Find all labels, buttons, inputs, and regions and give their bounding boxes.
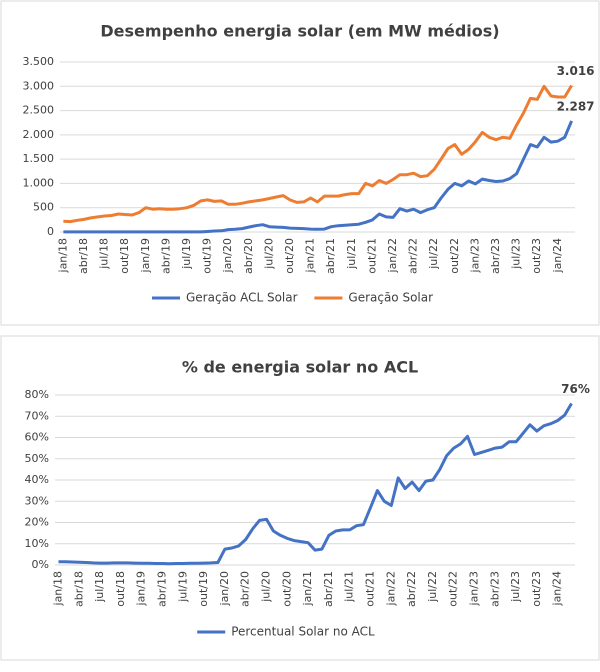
x-tick-label: out/21 <box>365 238 378 274</box>
x-tick-label: abr/23 <box>488 571 501 607</box>
x-tick-label: jan/20 <box>218 571 231 606</box>
x-tick-label: jan/19 <box>135 571 148 606</box>
series-line <box>58 402 573 566</box>
series-line <box>63 84 573 224</box>
y-tick-label: 80% <box>25 388 49 401</box>
x-tick-label: jul/19 <box>180 238 193 270</box>
panel <box>0 0 600 326</box>
x-tick-label: jan/19 <box>139 238 152 273</box>
x-tick-label: jul/22 <box>427 238 440 270</box>
x-tick-label: jul/22 <box>426 571 439 603</box>
x-tick-label: jan/22 <box>386 238 399 273</box>
x-tick-label: out/22 <box>448 238 461 274</box>
x-tick-label: out/20 <box>283 238 296 274</box>
x-tick-label: jul/20 <box>259 571 272 603</box>
y-tick-label: 500 <box>33 201 54 214</box>
y-tick-label: 40% <box>25 473 49 486</box>
x-tick-label: abr/22 <box>407 238 420 274</box>
y-tick-label: 60% <box>25 431 49 444</box>
x-tick-label: jan/18 <box>56 238 69 273</box>
y-tick-label: 0 <box>47 225 54 238</box>
y-tick-label: 10% <box>25 537 49 550</box>
x-tick-label: out/18 <box>118 238 131 274</box>
x-tick-label: jan/18 <box>51 571 64 606</box>
x-tick-label: jul/23 <box>510 238 523 270</box>
x-tick-label: out/18 <box>114 571 127 607</box>
x-tick-label: out/19 <box>197 571 210 607</box>
y-tick-label: 70% <box>25 409 49 422</box>
chart-title: % de energia solar no ACL <box>182 358 418 377</box>
y-tick-label: 2.500 <box>23 104 55 117</box>
x-tick-label: jul/21 <box>345 238 358 270</box>
x-tick-label: abr/20 <box>239 571 252 607</box>
chart-title: Desempenho energia solar (em MW médios) <box>100 22 499 41</box>
y-tick-label: 30% <box>25 494 49 507</box>
y-tick-label: 1.000 <box>23 176 55 189</box>
x-tick-label: out/20 <box>280 571 293 607</box>
data-label: 3.016 <box>557 64 595 78</box>
x-tick-label: abr/21 <box>322 571 335 607</box>
x-tick-label: out/19 <box>201 238 214 274</box>
data-label: 76% <box>561 382 590 396</box>
y-tick-label: 50% <box>25 452 49 465</box>
y-tick-label: 1.500 <box>23 152 55 165</box>
x-tick-label: abr/21 <box>324 238 337 274</box>
x-tick-label: out/22 <box>447 571 460 607</box>
series-line <box>63 120 573 234</box>
y-tick-label: 0% <box>32 558 49 571</box>
x-tick-label: abr/18 <box>77 238 90 274</box>
x-tick-label: abr/18 <box>72 571 85 607</box>
x-tick-label: jul/19 <box>176 571 189 603</box>
x-tick-label: jan/23 <box>467 571 480 606</box>
x-tick-label: jan/24 <box>551 238 564 273</box>
x-tick-label: jan/21 <box>304 238 317 273</box>
x-tick-label: out/23 <box>530 238 543 274</box>
panel <box>0 335 600 661</box>
x-tick-label: jul/21 <box>343 571 356 603</box>
legend-label: Percentual Solar no ACL <box>231 625 375 639</box>
x-tick-label: abr/23 <box>489 238 502 274</box>
x-tick-label: jan/22 <box>384 571 397 606</box>
x-tick-label: out/21 <box>363 571 376 607</box>
y-tick-label: 20% <box>25 516 49 529</box>
x-tick-label: abr/19 <box>159 238 172 274</box>
x-tick-label: abr/22 <box>405 571 418 607</box>
y-tick-label: 3.500 <box>23 55 55 68</box>
x-tick-label: jan/24 <box>551 571 564 606</box>
x-tick-label: jan/20 <box>221 238 234 273</box>
x-tick-label: jul/23 <box>509 571 522 603</box>
x-tick-label: abr/19 <box>155 571 168 607</box>
data-label: 2.287 <box>557 99 595 113</box>
y-tick-label: 2.000 <box>23 128 55 141</box>
x-tick-label: out/23 <box>530 571 543 607</box>
x-tick-label: abr/20 <box>242 238 255 274</box>
x-tick-label: jan/23 <box>468 238 481 273</box>
legend-label: Geração ACL Solar <box>186 291 298 305</box>
x-tick-label: jul/18 <box>93 571 106 603</box>
x-tick-label: jan/21 <box>301 571 314 606</box>
y-tick-label: 3.000 <box>23 79 55 92</box>
x-tick-label: jul/18 <box>98 238 111 270</box>
legend-label: Geração Solar <box>348 291 433 305</box>
x-tick-label: jul/20 <box>262 238 275 270</box>
